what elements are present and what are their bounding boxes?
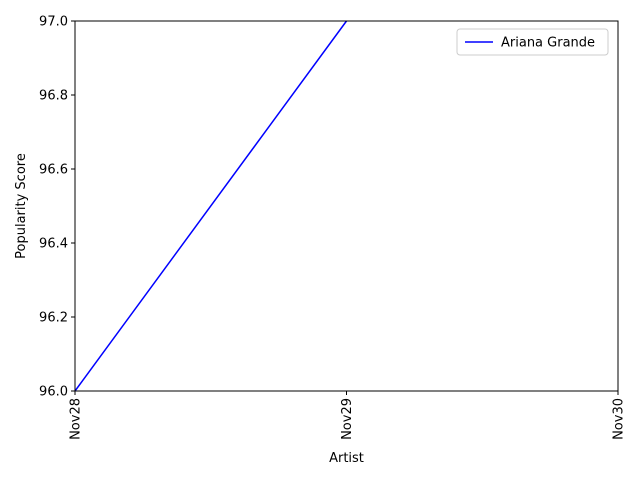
plot-frame xyxy=(74,20,619,392)
y-tick-label: 96.2 xyxy=(39,311,68,326)
y-axis: 96.0 96.2 96.4 96.6 96.8 97.0 xyxy=(39,15,75,400)
x-tick-label: Nov29 xyxy=(340,398,355,440)
x-axis: Nov28 Nov29 Nov30 xyxy=(69,391,627,440)
y-tick-label: 97.0 xyxy=(39,15,68,30)
legend-entry-label: Ariana Grande xyxy=(501,36,595,51)
y-tick-label: 96.8 xyxy=(39,89,68,104)
y-tick-label: 96.6 xyxy=(39,163,68,178)
series-line xyxy=(74,20,348,392)
legend-box xyxy=(456,28,609,56)
x-axis-label: Artist xyxy=(329,451,364,466)
plot-content xyxy=(74,20,348,392)
legend: Ariana Grande xyxy=(456,28,609,56)
x-tick-label: Nov28 xyxy=(69,398,84,440)
y-tick-label: 96.4 xyxy=(39,237,68,252)
x-tick-label: Nov30 xyxy=(612,398,627,440)
y-axis-label: Popularity Score xyxy=(14,153,29,259)
y-tick-label: 96.0 xyxy=(39,385,68,400)
